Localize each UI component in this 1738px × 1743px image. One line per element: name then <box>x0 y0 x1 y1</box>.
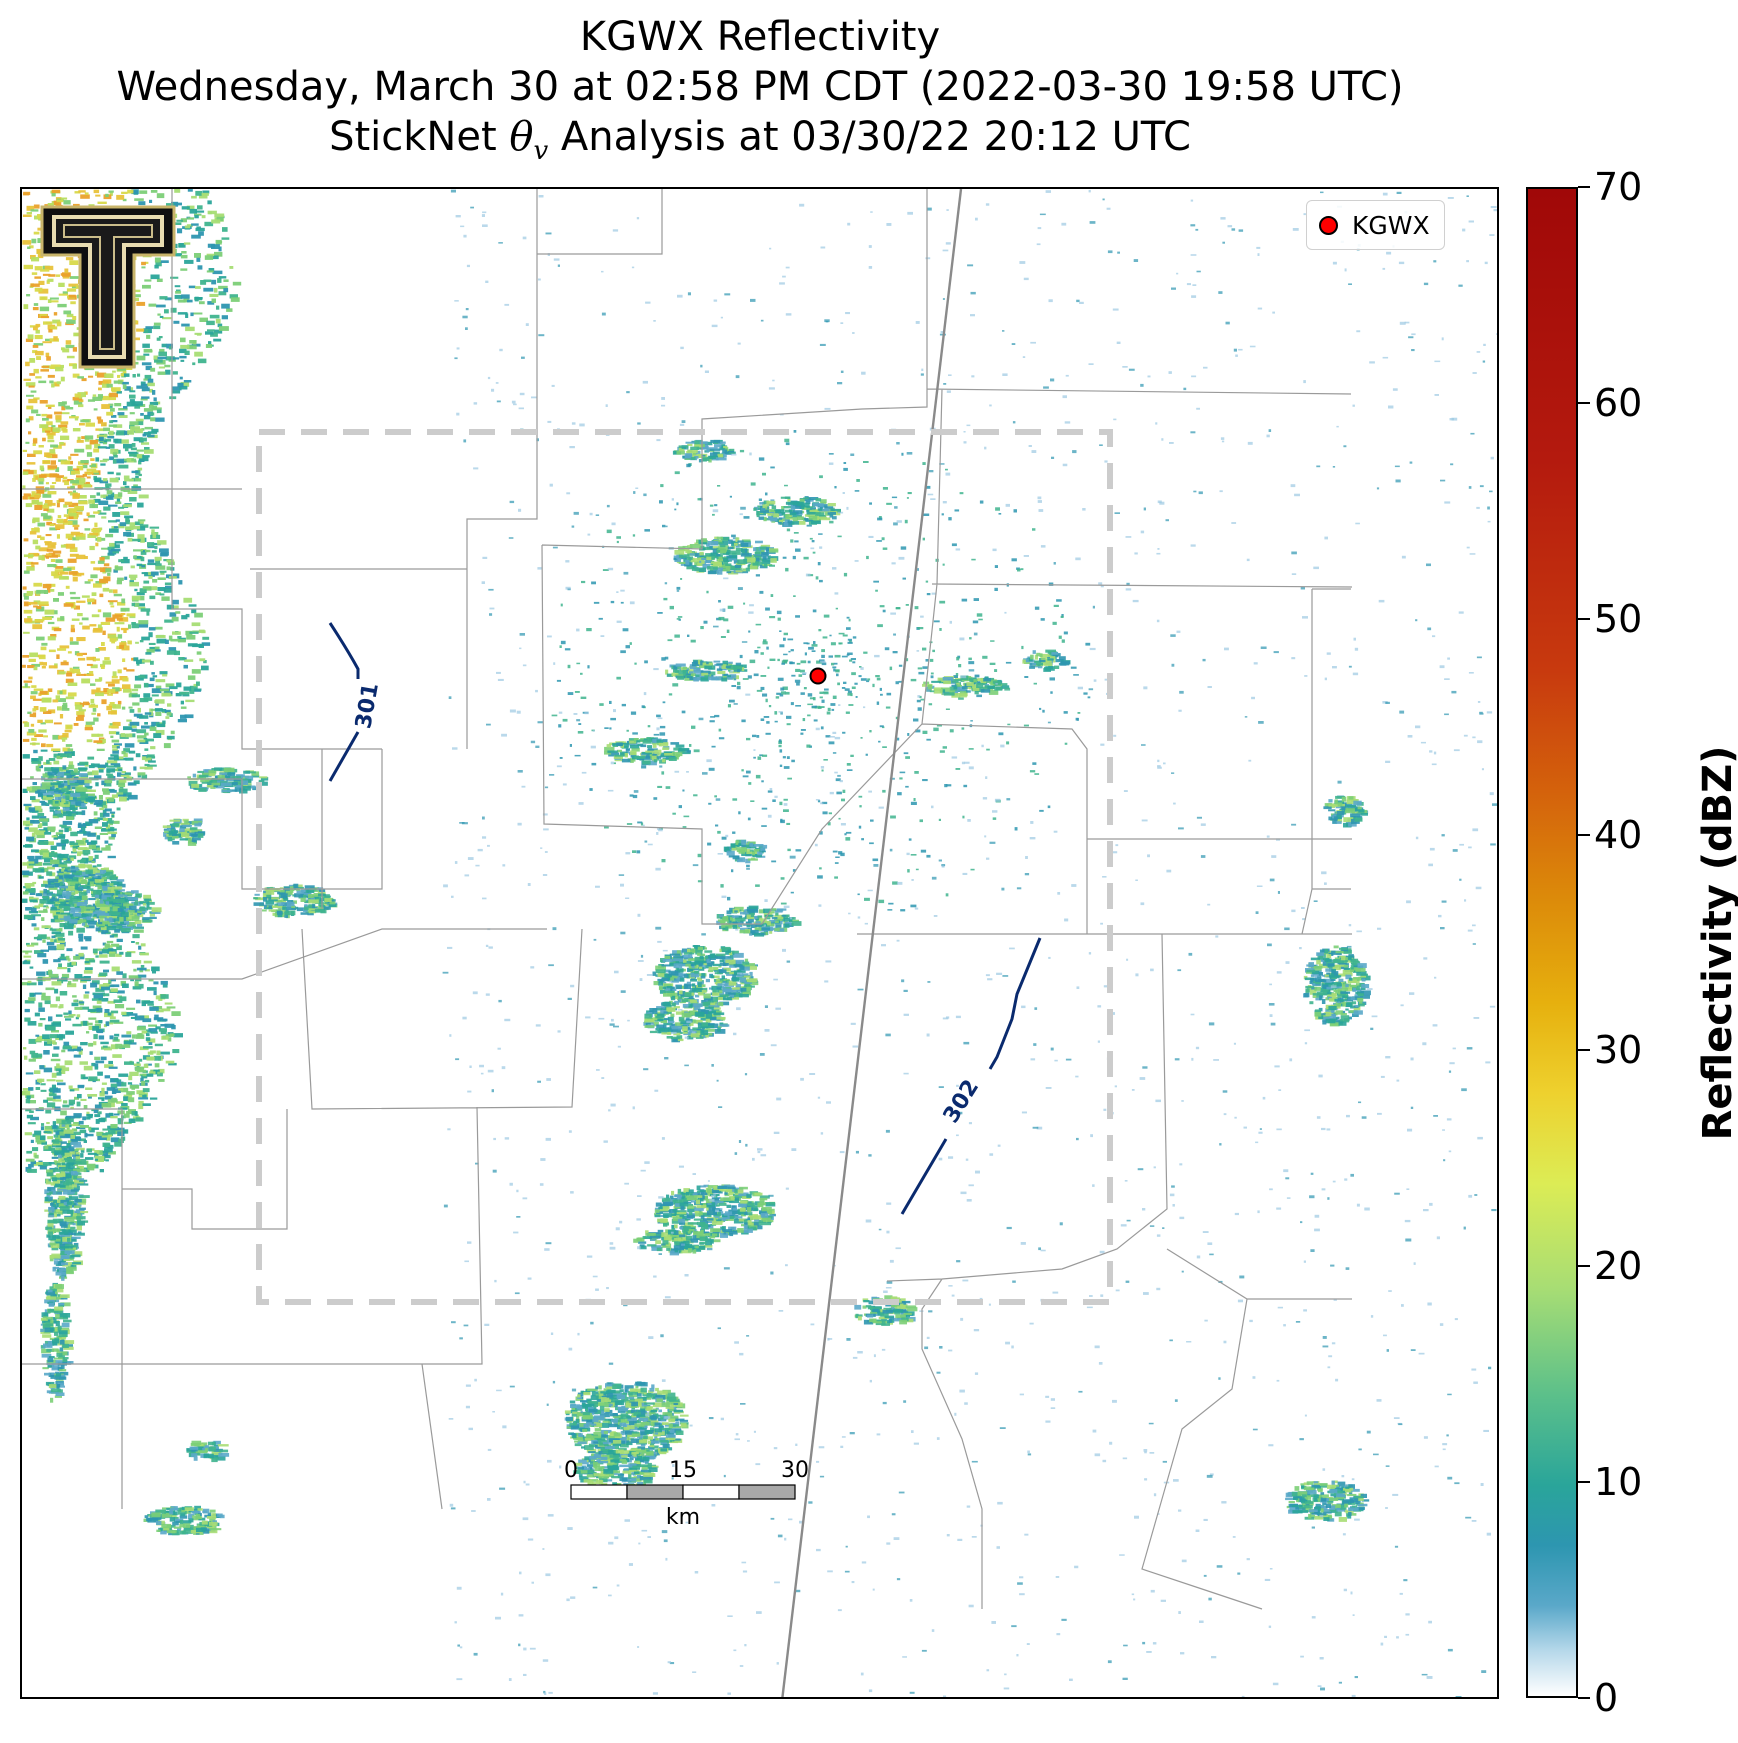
contour-302-line-upper <box>990 938 1040 1069</box>
colorbar-tick-label: 50 <box>1594 600 1642 638</box>
scale-bar-tick-0: 0 <box>564 1458 578 1483</box>
colorbar-tick-label: 60 <box>1594 384 1642 422</box>
map-canvas: 301 302 0 15 30 km <box>22 189 1499 1699</box>
contour-301-line-upper <box>330 623 358 679</box>
colorbar-tick-label: 10 <box>1594 1463 1642 1501</box>
colorbar-tick-mark <box>1578 1049 1590 1051</box>
colorbar-tick-label: 40 <box>1594 816 1642 854</box>
title-line-2: Wednesday, March 30 at 02:58 PM CDT (202… <box>0 64 1520 110</box>
kgwx-legend-marker <box>1319 216 1338 235</box>
colorbar-label: Reflectivity (dBZ) <box>1695 746 1738 1141</box>
contour-302-line-lower <box>902 1139 946 1214</box>
title-line-3: StickNet θv Analysis at 03/30/22 20:12 U… <box>0 114 1520 174</box>
radar-map[interactable]: 301 302 0 15 30 km <box>20 187 1499 1699</box>
county-boundaries <box>22 189 1352 1609</box>
colorbar-tick-mark <box>1578 402 1590 404</box>
scale-bar-tick-30: 30 <box>781 1458 809 1483</box>
map-legend: KGWX <box>1306 200 1445 250</box>
scale-bar-unit: km <box>666 1505 700 1530</box>
title-line-1: KGWX Reflectivity <box>0 14 1520 60</box>
contour-302-label: 302 <box>939 1075 985 1127</box>
colorbar-tick-label: 0 <box>1594 1679 1618 1717</box>
colorbar-tick-mark <box>1578 834 1590 836</box>
colorbar-tick-label: 20 <box>1594 1247 1642 1285</box>
colorbar-tick-mark <box>1578 1265 1590 1267</box>
reflectivity-colorbar <box>1526 187 1578 1698</box>
colorbar-tick-mark <box>1578 1481 1590 1483</box>
colorbar-tick-label: 70 <box>1594 168 1642 206</box>
colorbar-tick-label: 30 <box>1594 1031 1642 1069</box>
scale-bar-tick-15: 15 <box>669 1458 697 1483</box>
contour-301-label: 301 <box>351 681 384 731</box>
colorbar-tick-mark <box>1578 1697 1590 1699</box>
kgwx-radar-marker <box>811 669 826 684</box>
contour-301-line-lower <box>330 732 358 781</box>
legend-label: KGWX <box>1352 211 1430 240</box>
colorbar-tick-mark <box>1578 618 1590 620</box>
colorbar-tick-mark <box>1578 186 1590 188</box>
